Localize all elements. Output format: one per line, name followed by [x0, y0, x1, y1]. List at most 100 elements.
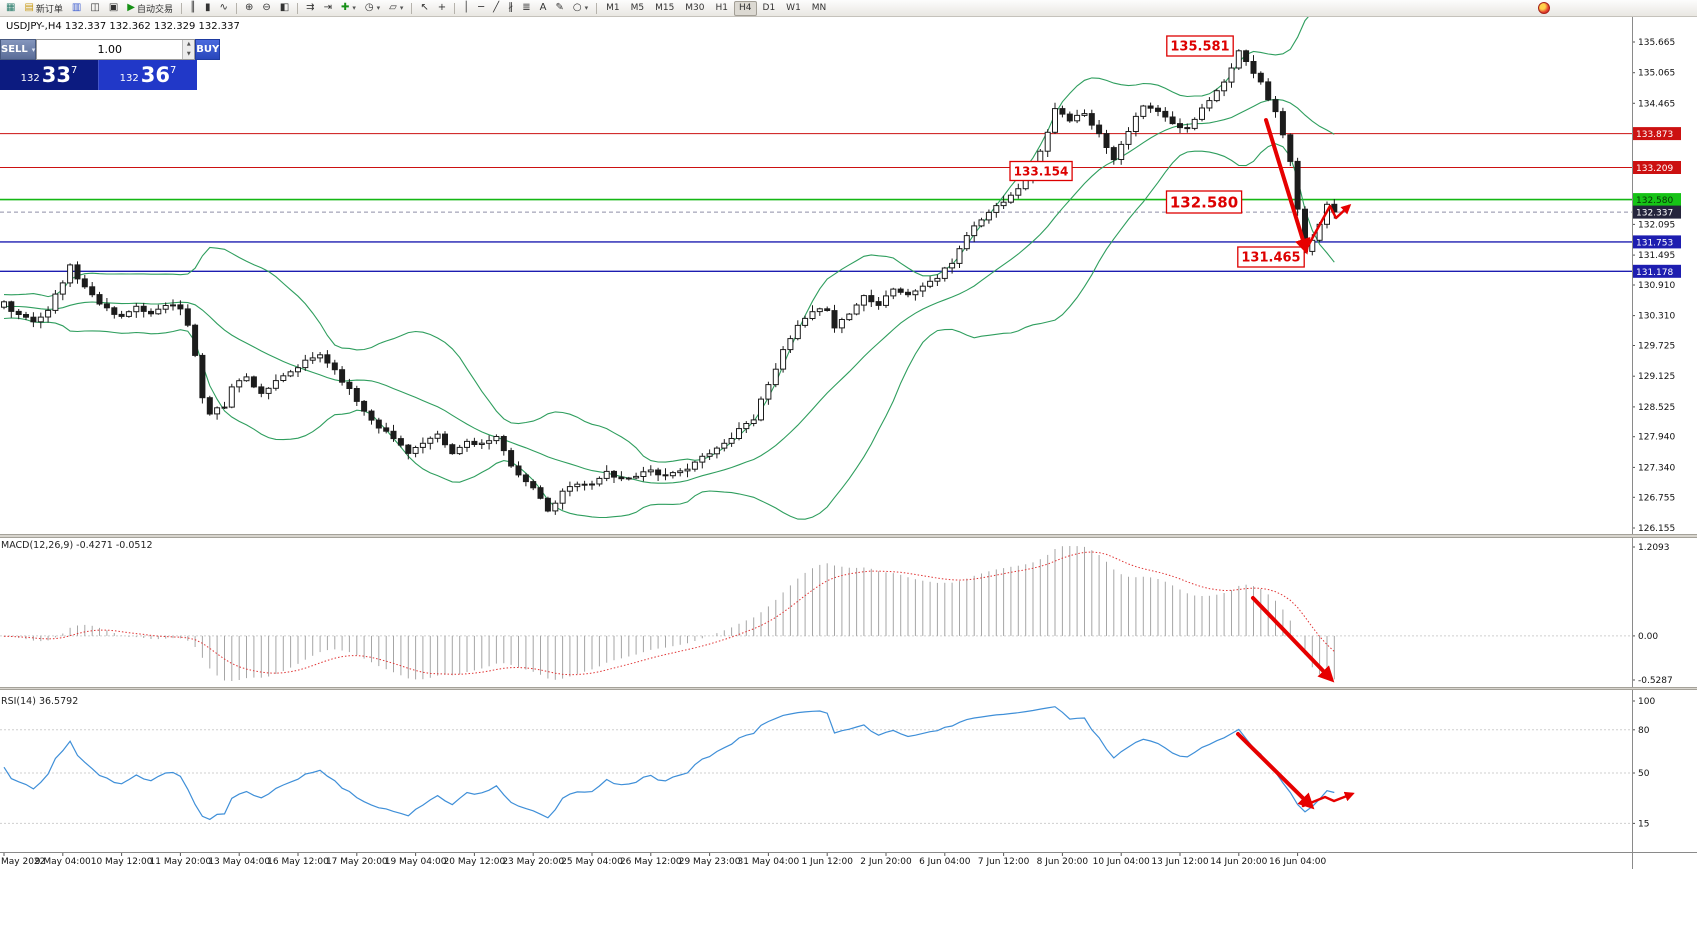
svg-text:130.910: 130.910: [1638, 281, 1675, 291]
buy-button-label: BUY: [196, 44, 220, 55]
timeframe-button-w1[interactable]: W1: [786, 3, 801, 13]
vertical-line-tool-icon[interactable]: │: [459, 1, 473, 16]
svg-text:8 Jun 20:00: 8 Jun 20:00: [1037, 857, 1089, 867]
svg-text:0.00: 0.00: [1638, 632, 1658, 642]
price-badge: [1633, 264, 1681, 278]
toolbar: ▦ ▤ 新订单 ▥ ◫ ▣ ▶ 自动交易 ║ ▮ ∿ ⊕ ⊖ ◧ ⇉ ⇥ ✚ ▾ ◷ ▾…: [0, 0, 1697, 17]
bollinger-bands: [3, 17, 1335, 520]
rsi-drop-arrow: [1236, 732, 1315, 810]
price-badge: [1633, 193, 1681, 207]
toolbar-separator: [411, 2, 413, 14]
new-order-button[interactable]: ▤ 新订单: [20, 1, 66, 16]
volume-stepper-up[interactable]: ▲: [183, 40, 195, 50]
zoom-out-icon[interactable]: ⊖: [258, 1, 274, 16]
zoom-in-icon[interactable]: ⊕: [241, 1, 257, 16]
svg-text:20 May 12:00: 20 May 12:00: [444, 857, 506, 867]
price-drop-arrow: [1264, 118, 1311, 255]
trade-panel-controls: SELL▾ ▲ ▼ BUY: [0, 39, 221, 60]
rsi-plot: [0, 706, 1632, 824]
volume-input[interactable]: [37, 40, 183, 59]
candlestick-chart-icon[interactable]: ▮: [201, 1, 215, 16]
timeframe-button-m15[interactable]: M15: [655, 3, 675, 13]
crosshair-icon[interactable]: +: [434, 1, 450, 16]
svg-text:29 May 23:00: 29 May 23:00: [679, 857, 741, 867]
shapes-tool-button[interactable]: ○ ▾: [569, 1, 592, 16]
svg-text:14 Jun 20:00: 14 Jun 20:00: [1210, 857, 1267, 867]
svg-text:31 May 04:00: 31 May 04:00: [738, 857, 800, 867]
text-glyph-icon: A: [539, 2, 547, 13]
toolbar-separator: [596, 2, 598, 14]
new-chart-glyph-icon: ▦: [6, 2, 16, 13]
auto-scroll-icon[interactable]: ⇉: [302, 1, 318, 16]
add-indicator-button[interactable]: ✚ ▾: [337, 1, 360, 16]
trendline-glyph-icon: ╱: [493, 2, 500, 13]
svg-text:127.340: 127.340: [1638, 463, 1675, 473]
chart-shift-icon[interactable]: ⇥: [320, 1, 336, 16]
toolbar-separator: [181, 2, 182, 14]
buy-button[interactable]: BUY: [195, 39, 221, 60]
timeframe-button-m5[interactable]: M5: [630, 3, 645, 13]
line-chart-icon[interactable]: ∿: [216, 1, 232, 16]
timeframe-button-mn[interactable]: MN: [811, 3, 827, 13]
trend-arrows: [1236, 118, 1355, 810]
auto-trading-button[interactable]: ▶ 自动交易: [123, 1, 177, 16]
template-button[interactable]: ▱ ▾: [385, 1, 407, 16]
macd-plot: [0, 546, 1632, 681]
time-axis-border: [0, 852, 1697, 853]
toolbar-separator: [297, 2, 299, 14]
svg-text:9 May 04:00: 9 May 04:00: [35, 857, 91, 867]
cursor-icon[interactable]: ↖: [416, 1, 432, 16]
svg-text:100: 100: [1638, 697, 1655, 707]
macd-panel-splitter[interactable]: [0, 534, 1697, 538]
rsi-panel-splitter[interactable]: [0, 687, 1697, 690]
trendline-tool-icon[interactable]: ╱: [489, 1, 503, 16]
terminal-icon[interactable]: ▣: [105, 1, 122, 16]
fibonacci-glyph-icon: ≣: [522, 2, 531, 13]
chart-shift-glyph-icon: ⇥: [323, 2, 332, 13]
horizontal-line-glyph-icon: ─: [478, 2, 485, 13]
rsi-bounce-arrow: [1301, 791, 1355, 808]
tile-windows-glyph-icon: ◧: [279, 2, 290, 13]
horizontal-line-tool-icon[interactable]: ─: [474, 1, 488, 16]
svg-text:132.337: 132.337: [1636, 209, 1673, 219]
chevron-down-icon: ▾: [352, 4, 356, 12]
bar-chart-icon[interactable]: ║: [186, 1, 200, 16]
navigator-glyph-icon: ◫: [90, 2, 100, 13]
timeframe-button-m30[interactable]: M30: [685, 3, 705, 13]
period-button[interactable]: ◷ ▾: [361, 1, 384, 16]
zoom-out-glyph-icon: ⊖: [262, 2, 271, 13]
timeframe-button-h4[interactable]: H4: [734, 0, 757, 16]
svg-text:23 May 20:00: 23 May 20:00: [502, 857, 564, 867]
buy-price[interactable]: 132 36 7: [99, 60, 197, 90]
alert-icon[interactable]: [1538, 2, 1550, 14]
timeframe-button-d1[interactable]: D1: [762, 3, 776, 13]
sell-price-prefix: 132: [20, 73, 40, 84]
auto-scroll-glyph-icon: ⇉: [306, 2, 315, 13]
sell-button[interactable]: SELL ▾: [0, 39, 37, 60]
label-tool-icon[interactable]: ✎: [551, 1, 567, 16]
trade-panel-prices: 132 33 7 132 36 7: [0, 60, 197, 90]
zoom-in-glyph-icon: ⊕: [244, 2, 254, 13]
volume-stepper-down[interactable]: ▼: [183, 49, 195, 59]
price-badge: [1633, 161, 1681, 174]
svg-text:128.525: 128.525: [1638, 403, 1675, 413]
timeframe-button-h1[interactable]: H1: [715, 3, 729, 13]
macd-drop-arrow: [1251, 596, 1335, 683]
chevron-down-icon: ▾: [376, 4, 381, 12]
channel-tool-icon[interactable]: ∦: [504, 1, 517, 16]
navigator-icon[interactable]: ◫: [86, 1, 103, 16]
svg-text:131.753: 131.753: [1636, 238, 1673, 248]
svg-text:130.310: 130.310: [1638, 312, 1675, 322]
pencil-glyph-icon: ✎: [555, 2, 564, 13]
fibonacci-tool-icon[interactable]: ≣: [518, 1, 534, 16]
tile-windows-icon[interactable]: ◧: [276, 1, 293, 16]
toolbar-separator: [454, 2, 456, 14]
market-watch-icon[interactable]: ▥: [68, 1, 85, 16]
candlesticks: [1, 49, 1338, 515]
timeframe-button-m1[interactable]: M1: [606, 3, 620, 13]
svg-text:7 Jun 12:00: 7 Jun 12:00: [978, 857, 1030, 867]
text-tool-icon[interactable]: A: [536, 1, 551, 16]
sell-price[interactable]: 132 33 7: [0, 60, 99, 90]
new-chart-icon[interactable]: ▦: [2, 1, 19, 16]
